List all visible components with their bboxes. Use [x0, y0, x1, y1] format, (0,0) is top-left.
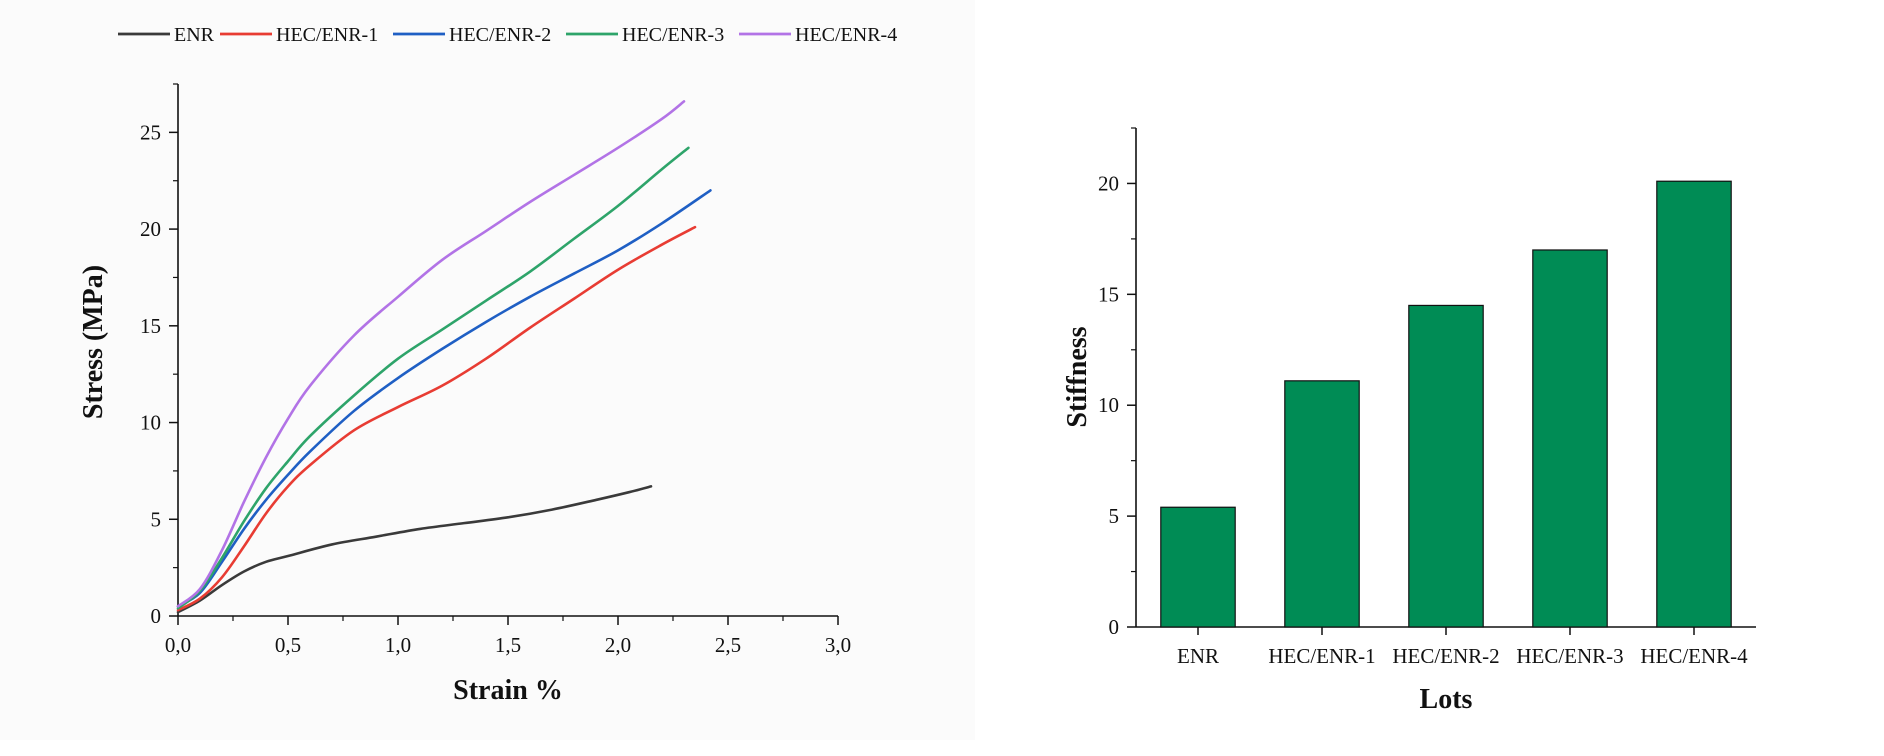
bar-chart-x-axis-title: Lots — [1420, 684, 1473, 715]
bar-x-tick-label: HEC/ENR-2 — [1392, 644, 1499, 668]
bar-hec-enr-3 — [1532, 249, 1608, 628]
line-chart-legend: ENR HEC/ENR-1 HEC/ENR-2 HEC/ENR-3 HEC/ENR-4 — [118, 24, 897, 46]
series-line-hec-enr-4 — [176, 100, 686, 608]
bar-x-tick-label: HEC/ENR-4 — [1640, 644, 1748, 668]
line-y-tick-label: 0 — [151, 604, 162, 628]
bar-y-tick-label: 10 — [1098, 393, 1119, 417]
bar-x-tick-label: HEC/ENR-1 — [1268, 644, 1375, 668]
line-x-tick-label: 0,0 — [165, 633, 191, 657]
line-x-tick-label: 2,0 — [605, 633, 631, 657]
bar-chart-y-axis-title: Stiffness — [1062, 326, 1093, 427]
bar-enr — [1160, 506, 1236, 628]
line-chart-series — [176, 100, 712, 614]
line-chart-y-axis-title: Stress (MPa) — [78, 265, 109, 419]
line-y-tick-label: 25 — [140, 120, 161, 144]
bar-x-tick-label: ENR — [1177, 644, 1219, 668]
legend-label-enr: ENR — [174, 24, 215, 46]
line-chart-ticks: 0,0 0,5 1,0 1,5 2,0 2,5 3,0 0 5 10 15 20 25 — [140, 83, 851, 657]
legend-label-hec-enr-2: HEC/ENR-2 — [449, 24, 551, 46]
stiffness-bar-chart: 0 5 10 15 20 ENR HEC/ENR-1 HEC/ENR-2 HEC/ENR-3 HE… — [1062, 127, 1756, 715]
series-line-enr — [176, 485, 653, 614]
line-y-tick-label: 20 — [140, 217, 161, 241]
bar-chart-ticks: 0 5 10 15 20 ENR HEC/ENR-1 HEC/ENR-2 HEC/ENR-3 HE… — [1098, 127, 1748, 668]
bar-y-tick-label: 20 — [1098, 171, 1119, 195]
bar-x-tick-label: HEC/ENR-3 — [1516, 644, 1623, 668]
series-line-hec-enr-1 — [176, 225, 697, 612]
bar-hec-enr-4 — [1656, 180, 1732, 628]
legend-label-hec-enr-3: HEC/ENR-3 — [622, 24, 724, 46]
bar-y-tick-label: 0 — [1109, 615, 1120, 639]
line-x-tick-label: 3,0 — [825, 633, 851, 657]
line-x-tick-label: 1,5 — [495, 633, 521, 657]
stress-strain-chart: ENR HEC/ENR-1 HEC/ENR-2 HEC/ENR-3 HEC/ENR-4 … — [78, 24, 897, 706]
left-panel-background — [0, 0, 975, 740]
series-line-hec-enr-2 — [176, 189, 712, 608]
line-chart-x-axis-title: Strain % — [453, 675, 563, 706]
bar-chart-bars — [1160, 180, 1732, 628]
bar-y-tick-label: 15 — [1098, 282, 1119, 306]
line-x-tick-label: 0,5 — [275, 633, 301, 657]
bar-hec-enr-1 — [1284, 380, 1360, 628]
line-y-tick-label: 15 — [140, 314, 161, 338]
line-y-tick-label: 10 — [140, 411, 161, 435]
line-x-tick-label: 1,0 — [385, 633, 411, 657]
legend-label-hec-enr-1: HEC/ENR-1 — [276, 24, 378, 46]
legend-label-hec-enr-4: HEC/ENR-4 — [795, 24, 897, 46]
line-x-tick-label: 2,5 — [715, 633, 741, 657]
line-y-tick-label: 5 — [151, 507, 162, 531]
series-line-hec-enr-3 — [176, 146, 690, 610]
bar-hec-enr-2 — [1408, 304, 1484, 628]
bar-y-tick-label: 5 — [1109, 504, 1120, 528]
